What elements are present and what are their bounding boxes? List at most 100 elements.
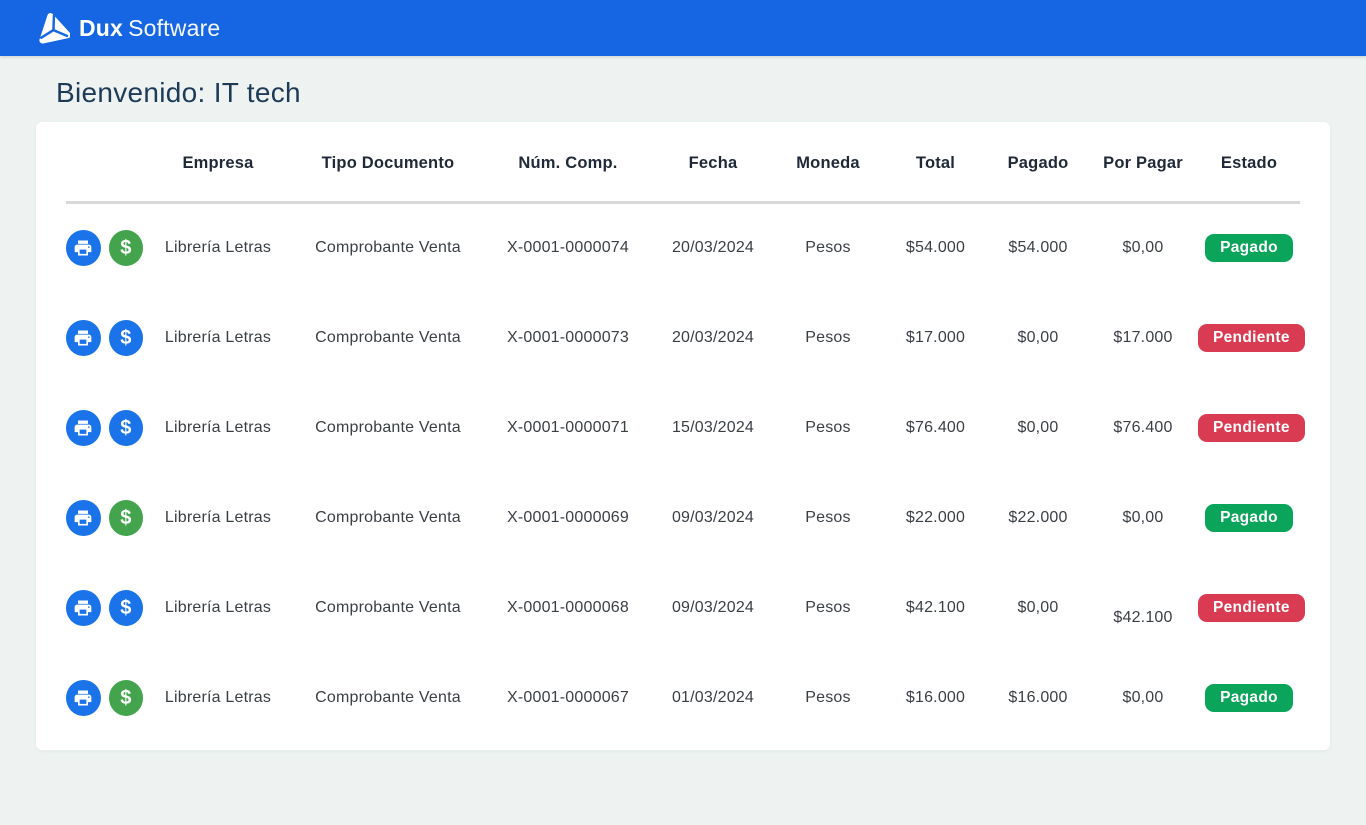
fecha-cell: 01/03/2024 xyxy=(671,688,755,706)
print-button[interactable] xyxy=(66,499,101,536)
num-comp-cell: X-0001-0000071 xyxy=(506,418,629,436)
num-comp-cell: X-0001-0000067 xyxy=(506,688,629,706)
tipo-documento-cell: Comprobante Venta xyxy=(315,688,461,706)
por-pagar-cell: $42.100 xyxy=(1113,608,1173,626)
print-button[interactable] xyxy=(66,319,101,356)
actions-cell: $ xyxy=(66,203,143,293)
printer-icon xyxy=(74,240,92,256)
actions-cell: $ xyxy=(66,473,143,563)
column-header-tipo-documento: Tipo Documento xyxy=(293,122,483,204)
fecha-cell: 20/03/2024 xyxy=(671,239,755,257)
main-content: Bienvenido: IT tech Empresa Tipo Documen… xyxy=(0,77,1366,750)
column-header-num-comp: Núm. Comp. xyxy=(483,122,653,204)
payment-button[interactable]: $ xyxy=(108,319,143,356)
pagado-cell: $0,00 xyxy=(1017,328,1059,346)
table-row: $ Librería Letras Comprobante Venta X-00… xyxy=(66,653,1300,743)
table-row: $ Librería Letras Comprobante Venta X-00… xyxy=(66,383,1305,473)
fecha-cell: 15/03/2024 xyxy=(671,418,755,436)
fecha-cell: 20/03/2024 xyxy=(671,328,755,346)
estado-cell: Pendiente xyxy=(1198,293,1305,383)
pagado-cell: $16.000 xyxy=(1008,688,1068,706)
top-nav-bar: Dux Software xyxy=(0,0,1366,56)
print-button[interactable] xyxy=(66,409,101,446)
moneda-cell: Pesos xyxy=(805,688,851,706)
documents-table-card: Empresa Tipo Documento Núm. Comp. Fecha … xyxy=(36,122,1330,750)
print-button[interactable] xyxy=(66,679,101,716)
total-cell: $17.000 xyxy=(905,328,966,346)
moneda-cell: Pesos xyxy=(805,328,851,346)
moneda-cell: Pesos xyxy=(805,239,851,257)
status-badge: Pendiente xyxy=(1198,323,1305,352)
table-row: $ Librería Letras Comprobante Venta X-00… xyxy=(66,293,1305,383)
brand-logo[interactable]: Dux Software xyxy=(36,11,220,45)
table-row: $ Librería Letras Comprobante Venta X-00… xyxy=(66,563,1305,653)
por-pagar-cell: $0,00 xyxy=(1122,688,1164,706)
dux-logo-icon xyxy=(39,13,70,44)
pagado-cell: $0,00 xyxy=(1017,418,1059,436)
empresa-cell: Librería Letras xyxy=(164,239,272,257)
total-cell: $42.100 xyxy=(905,598,966,616)
payment-button[interactable]: $ xyxy=(108,499,143,536)
payment-button[interactable]: $ xyxy=(108,679,143,716)
column-header-total: Total xyxy=(883,122,988,204)
dollar-icon: $ xyxy=(120,326,132,349)
printer-icon xyxy=(74,420,92,435)
empresa-cell: Librería Letras xyxy=(164,598,272,616)
num-comp-cell: X-0001-0000069 xyxy=(506,508,629,526)
payment-button[interactable]: $ xyxy=(108,230,143,267)
printer-icon xyxy=(74,690,92,705)
payment-button[interactable]: $ xyxy=(108,409,143,446)
num-comp-cell: X-0001-0000074 xyxy=(506,239,629,257)
num-comp-cell: X-0001-0000068 xyxy=(506,598,629,616)
column-header-pagado: Pagado xyxy=(988,122,1088,204)
dollar-icon: $ xyxy=(120,237,132,260)
tipo-documento-cell: Comprobante Venta xyxy=(315,328,461,346)
status-badge: Pagado xyxy=(1205,503,1293,532)
num-comp-cell: X-0001-0000073 xyxy=(506,328,629,346)
actions-cell: $ xyxy=(66,383,143,473)
empresa-cell: Librería Letras xyxy=(164,418,272,436)
brand-name-light: Software xyxy=(128,14,221,41)
dollar-icon: $ xyxy=(120,686,132,709)
empresa-cell: Librería Letras xyxy=(164,328,272,346)
por-pagar-cell: $17.000 xyxy=(1113,328,1173,346)
column-header-estado: Estado xyxy=(1198,122,1300,204)
tipo-documento-cell: Comprobante Venta xyxy=(315,598,461,616)
pagado-cell: $22.000 xyxy=(1008,508,1068,526)
documents-table: Empresa Tipo Documento Núm. Comp. Fecha … xyxy=(66,122,1305,743)
table-row: $ Librería Letras Comprobante Venta X-00… xyxy=(66,203,1300,293)
moneda-cell: Pesos xyxy=(805,598,851,616)
total-cell: $54.000 xyxy=(905,239,966,257)
page-title: Bienvenido: IT tech xyxy=(56,77,301,108)
table-row: $ Librería Letras Comprobante Venta X-00… xyxy=(66,473,1300,563)
fecha-cell: 09/03/2024 xyxy=(671,598,755,616)
tipo-documento-cell: Comprobante Venta xyxy=(315,239,461,257)
estado-cell: Pagado xyxy=(1198,653,1300,743)
payment-button[interactable]: $ xyxy=(108,589,143,626)
dollar-icon: $ xyxy=(120,416,132,439)
total-cell: $22.000 xyxy=(905,508,966,526)
brand-name: Dux Software xyxy=(79,15,220,42)
print-button[interactable] xyxy=(66,230,101,267)
moneda-cell: Pesos xyxy=(805,418,851,436)
status-badge: Pendiente xyxy=(1198,413,1305,442)
status-badge: Pagado xyxy=(1205,683,1293,712)
actions-cell: $ xyxy=(66,653,143,743)
por-pagar-cell: $0,00 xyxy=(1122,239,1164,257)
por-pagar-cell: $0,00 xyxy=(1122,508,1164,526)
pagado-cell: $54.000 xyxy=(1008,239,1068,257)
status-badge: Pagado xyxy=(1205,234,1293,263)
pagado-cell: $0,00 xyxy=(1017,598,1059,616)
column-header-actions xyxy=(66,122,143,204)
dollar-icon: $ xyxy=(120,596,132,619)
fecha-cell: 09/03/2024 xyxy=(671,508,755,526)
dollar-icon: $ xyxy=(120,506,132,529)
status-badge: Pendiente xyxy=(1198,593,1305,622)
estado-cell: Pagado xyxy=(1198,203,1300,293)
printer-icon xyxy=(74,600,92,615)
tipo-documento-cell: Comprobante Venta xyxy=(315,418,461,436)
empresa-cell: Librería Letras xyxy=(164,508,272,526)
column-header-moneda: Moneda xyxy=(773,122,883,204)
print-button[interactable] xyxy=(66,589,101,626)
actions-cell: $ xyxy=(66,293,143,383)
